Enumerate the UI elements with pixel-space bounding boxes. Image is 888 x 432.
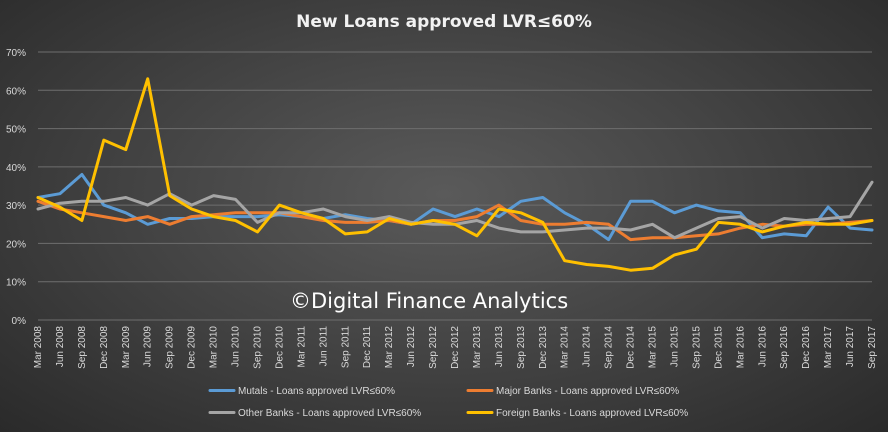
- x-tick-label: Sep 2013: [516, 326, 527, 369]
- x-tick-label: Jun 2014: [582, 326, 593, 368]
- x-tick-label: Dec 2009: [187, 326, 198, 369]
- x-tick-label: Mar 2013: [472, 326, 483, 369]
- y-tick-label: 20%: [6, 239, 26, 250]
- legend-label: Other Banks - Loans approved LVR≤60%: [238, 408, 421, 419]
- x-tick-label: Mar 2011: [296, 326, 307, 368]
- x-tick-label: Mar 2009: [121, 326, 132, 369]
- y-tick-label: 40%: [6, 163, 26, 174]
- y-tick-label: 60%: [6, 86, 26, 97]
- x-tick-label: Jun 2008: [55, 326, 66, 368]
- x-tick-label: Mar 2012: [384, 326, 395, 369]
- x-tick-label: Dec 2013: [538, 326, 549, 369]
- x-tick-label: Jun 2010: [231, 326, 242, 368]
- chart-title: New Loans approved LVR≤60%: [296, 12, 592, 32]
- x-tick-label: Mar 2010: [209, 326, 220, 369]
- x-tick-label: Sep 2014: [604, 326, 615, 369]
- x-tick-label: Jun 2011: [318, 326, 329, 367]
- series-line: [36, 180, 874, 240]
- series-line: [36, 77, 874, 272]
- x-tick-label: Dec 2015: [713, 326, 724, 369]
- x-tick-label: Sep 2017: [867, 326, 878, 369]
- x-tick-label: Sep 2016: [779, 326, 790, 369]
- x-tick-label: Dec 2016: [801, 326, 812, 369]
- y-tick-label: 10%: [6, 278, 26, 289]
- series-line: [36, 199, 874, 242]
- x-tick-label: Sep 2008: [77, 326, 88, 369]
- x-tick-label: Sep 2010: [252, 326, 263, 369]
- x-tick-label: Dec 2012: [450, 326, 461, 369]
- y-tick-label: 70%: [6, 48, 26, 59]
- y-tick-label: 50%: [6, 125, 26, 136]
- x-tick-label: Dec 2008: [99, 326, 110, 369]
- x-tick-label: Sep 2009: [165, 326, 176, 369]
- x-tick-label: Sep 2012: [428, 326, 439, 369]
- series-line: [36, 173, 874, 242]
- x-tick-label: Mar 2017: [823, 326, 834, 369]
- x-tick-label: Jun 2012: [406, 326, 417, 368]
- legend-label: Major Banks - Loans approved LVR≤60%: [496, 386, 679, 397]
- x-tick-label: Dec 2014: [626, 326, 637, 369]
- x-tick-label: Jun 2017: [845, 326, 856, 368]
- x-tick-label: Jun 2009: [143, 326, 154, 368]
- watermark: ©Digital Finance Analytics: [290, 289, 569, 313]
- x-tick-label: Mar 2015: [648, 326, 659, 369]
- x-tick-label: Mar 2014: [560, 326, 571, 369]
- legend-label: Mutals - Loans approved LVR≤60%: [238, 386, 395, 397]
- x-tick-label: Jun 2016: [757, 326, 768, 368]
- y-tick-label: 0%: [12, 316, 27, 327]
- x-tick-label: Jun 2015: [669, 326, 680, 368]
- x-tick-label: Mar 2008: [33, 326, 44, 369]
- x-tick-label: Sep 2015: [691, 326, 702, 369]
- x-tick-label: Sep 2011: [340, 326, 351, 369]
- legend-label: Foreign Banks - Loans approved LVR≤60%: [496, 408, 688, 419]
- x-tick-label: Jun 2013: [494, 326, 505, 368]
- x-tick-label: Mar 2016: [735, 326, 746, 369]
- x-tick-label: Dec 2011: [362, 326, 373, 369]
- y-tick-label: 30%: [6, 201, 26, 212]
- x-tick-label: Dec 2010: [274, 326, 285, 369]
